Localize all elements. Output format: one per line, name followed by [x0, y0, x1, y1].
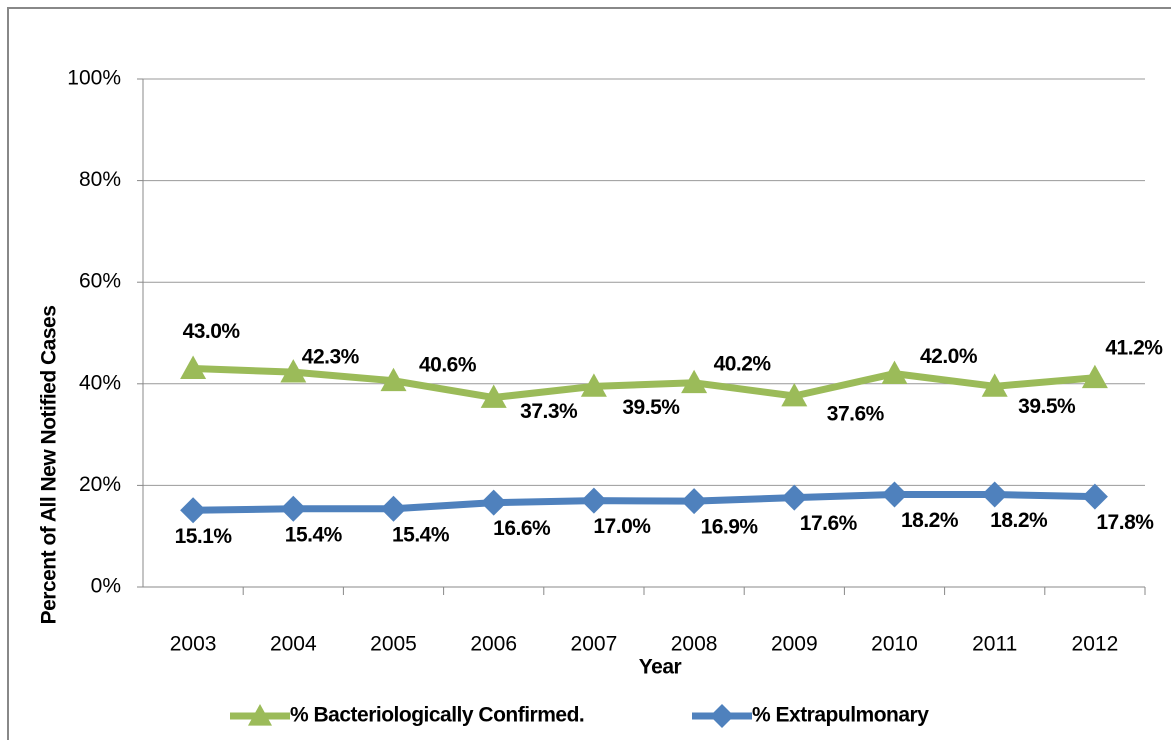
point-marker — [681, 369, 708, 394]
x-tick-label: 2011 — [972, 633, 1017, 656]
chart-frame — [7, 7, 1171, 740]
x-tick-label: 2006 — [470, 633, 517, 656]
data-label: 39.5% — [622, 396, 680, 419]
x-tick-label: 2005 — [370, 633, 417, 656]
y-tick-label: 100% — [67, 67, 121, 90]
point-marker — [580, 373, 607, 397]
x-tick-label: 2007 — [571, 633, 618, 656]
point-marker — [781, 484, 808, 511]
point-marker — [280, 495, 307, 522]
data-label: 41.2% — [1105, 336, 1163, 359]
x-tick-label: 2012 — [1072, 633, 1119, 656]
x-axis-title: Year — [639, 656, 682, 679]
data-label: 15.4% — [285, 523, 343, 546]
point-marker — [180, 497, 207, 524]
point-marker — [710, 704, 734, 728]
data-label: 17.6% — [800, 512, 858, 535]
point-marker — [781, 382, 808, 407]
y-tick-label: 0% — [91, 575, 121, 598]
data-label: 16.6% — [493, 517, 551, 540]
data-label: 40.2% — [714, 352, 772, 375]
legend-label: % Bacteriologically Confirmed. — [290, 704, 584, 727]
y-tick-label: 40% — [79, 371, 121, 394]
data-label: 15.1% — [175, 525, 233, 548]
y-axis-title: Percent of All New Notified Cases — [38, 306, 61, 625]
data-label: 17.8% — [1096, 511, 1154, 534]
x-tick-label: 2009 — [771, 633, 818, 656]
point-marker — [881, 481, 908, 508]
point-marker — [1081, 483, 1108, 510]
data-label: 17.0% — [593, 515, 651, 538]
data-label: 39.5% — [1018, 395, 1076, 418]
data-label: 43.0% — [183, 320, 241, 343]
x-tick-label: 2008 — [671, 633, 718, 656]
point-marker — [1081, 364, 1108, 389]
data-label: 40.6% — [419, 353, 477, 376]
data-label: 16.9% — [701, 516, 759, 539]
point-marker — [280, 359, 307, 383]
data-label: 42.0% — [920, 345, 978, 368]
point-marker — [981, 373, 1008, 397]
point-marker — [881, 360, 908, 385]
point-marker — [380, 495, 407, 522]
x-tick-label: 2004 — [270, 633, 317, 656]
y-tick-label: 20% — [79, 473, 121, 496]
series-line — [192, 365, 1096, 402]
data-label: 18.2% — [990, 509, 1048, 532]
x-tick-label: 2010 — [871, 633, 918, 656]
data-label: 42.3% — [302, 346, 360, 369]
point-marker — [480, 384, 507, 408]
data-label: 18.2% — [901, 509, 959, 532]
point-marker — [981, 481, 1008, 508]
y-tick-label: 80% — [79, 168, 121, 191]
series-line — [193, 491, 1095, 514]
point-marker — [580, 487, 607, 514]
point-marker — [681, 488, 708, 515]
data-label: 37.6% — [827, 403, 885, 426]
data-label: 37.3% — [520, 400, 578, 423]
point-marker — [480, 489, 507, 516]
legend-label: % Extrapulmonary — [752, 704, 929, 727]
point-marker — [380, 367, 407, 392]
point-marker — [248, 704, 272, 726]
data-label: 15.4% — [392, 523, 450, 546]
point-marker — [180, 355, 207, 379]
x-tick-label: 2003 — [170, 633, 217, 656]
y-tick-label: 60% — [79, 270, 121, 293]
